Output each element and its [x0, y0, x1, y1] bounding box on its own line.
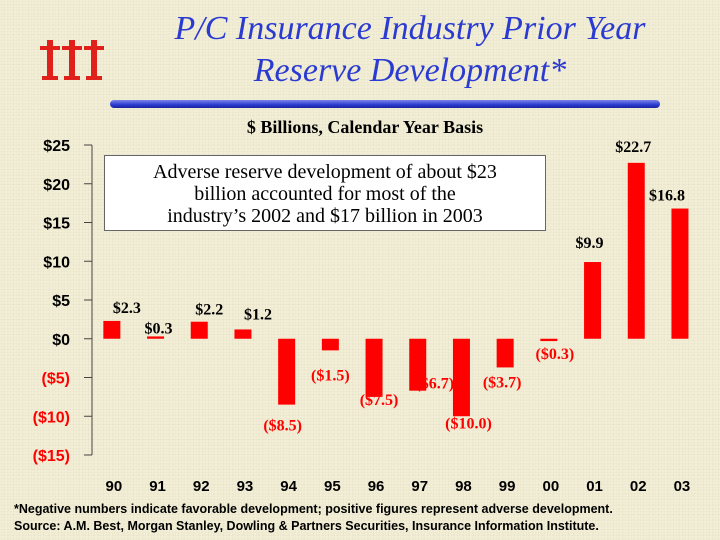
x-tick-label: 91 — [149, 478, 166, 495]
data-label: ($6.7) — [415, 376, 454, 393]
y-tick-label: ($5) — [42, 371, 70, 388]
annotation-line-2: billion accounted for most of the — [194, 183, 456, 205]
bar — [103, 320, 121, 339]
page-title: P/C Insurance Industry Prior Year Reserv… — [110, 8, 710, 92]
bar — [496, 338, 514, 368]
annotation-box: Adverse reserve development of about $23… — [104, 155, 546, 231]
data-label: ($7.5) — [360, 392, 399, 409]
y-tick-label: $20 — [43, 177, 70, 194]
x-tick-label: 03 — [674, 478, 691, 495]
footnote-line-2: Source: A.M. Best, Morgan Stanley, Dowli… — [14, 519, 599, 533]
y-tick-label: $5 — [52, 293, 70, 310]
iii-logo — [40, 40, 104, 80]
y-tick-label: $10 — [43, 254, 70, 271]
x-tick-label: 95 — [324, 478, 341, 495]
data-label: $22.7 — [615, 139, 651, 156]
bar — [540, 338, 558, 342]
x-tick-label: 00 — [543, 478, 560, 495]
x-tick-label: 98 — [455, 478, 472, 495]
x-tick-label: 93 — [237, 478, 254, 495]
y-tick-label: ($10) — [33, 409, 70, 426]
bar — [584, 262, 602, 339]
data-label: $2.3 — [113, 300, 141, 317]
x-tick-label: 02 — [630, 478, 647, 495]
data-label: $1.2 — [244, 306, 272, 323]
data-label: ($10.0) — [445, 415, 492, 432]
chart-subtitle: $ Billions, Calendar Year Basis — [246, 117, 484, 137]
data-label: ($8.5) — [263, 418, 302, 435]
bar — [627, 162, 645, 339]
y-tick-label: $0 — [52, 332, 70, 349]
bar — [452, 338, 470, 417]
data-label: $9.9 — [576, 235, 604, 252]
y-tick-label: $25 — [43, 138, 70, 155]
y-tick-label: ($15) — [33, 448, 70, 465]
bar — [190, 321, 208, 339]
bar — [671, 208, 689, 339]
bar — [409, 338, 427, 391]
x-tick-label: 96 — [368, 478, 385, 495]
footnote: *Negative numbers indicate favorable dev… — [14, 501, 714, 535]
title-underline — [110, 100, 660, 108]
bar — [234, 329, 252, 339]
title-line-2: Reserve Development* — [253, 52, 567, 89]
title-line-1: P/C Insurance Industry Prior Year — [174, 10, 646, 47]
y-tick-label: $15 — [43, 216, 70, 233]
annotation-line-3: industry’s 2002 and $17 billion in 2003 — [167, 205, 483, 227]
data-label: ($0.3) — [536, 346, 575, 363]
x-tick-label: 92 — [193, 478, 210, 495]
annotation-line-1: Adverse reserve development of about $23 — [153, 161, 497, 183]
data-label: ($3.7) — [483, 374, 522, 391]
x-tick-label: 94 — [280, 478, 297, 495]
x-tick-label: 01 — [586, 478, 603, 495]
data-label: $0.3 — [145, 320, 173, 337]
bar — [321, 338, 339, 351]
data-label: $2.2 — [195, 302, 223, 319]
x-tick-label: 90 — [106, 478, 123, 495]
footnote-line-1: *Negative numbers indicate favorable dev… — [14, 502, 613, 516]
data-label: $16.8 — [649, 188, 685, 205]
bar — [147, 336, 165, 339]
x-tick-label: 97 — [411, 478, 428, 495]
bar — [278, 338, 296, 405]
data-label: ($1.5) — [311, 367, 350, 384]
bar — [365, 338, 383, 397]
x-tick-label: 99 — [499, 478, 516, 495]
